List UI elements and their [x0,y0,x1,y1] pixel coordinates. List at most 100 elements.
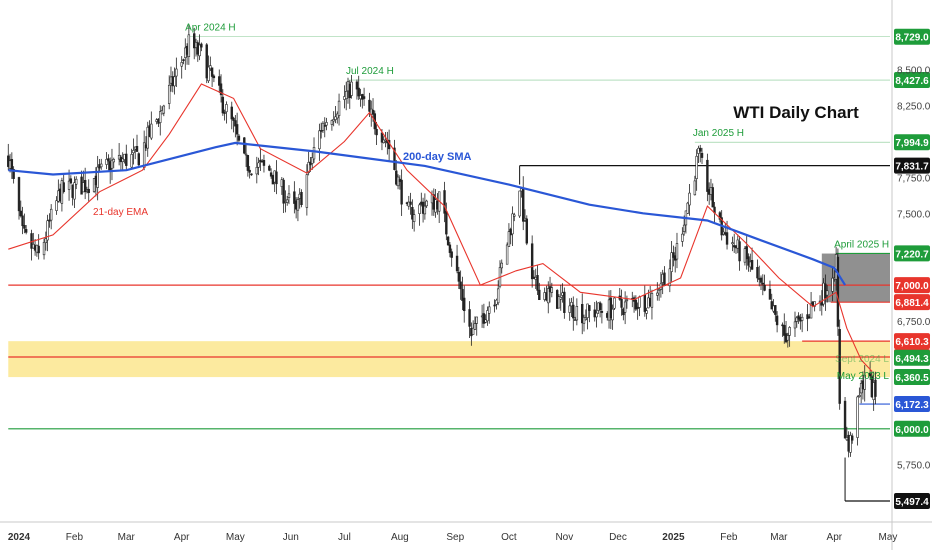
candle-body [12,169,15,179]
candle [688,184,691,216]
x-tick-label: 2025 [662,532,685,543]
candle-body [663,272,666,286]
candle-body [400,179,403,205]
candle-body [681,233,684,242]
candle [786,332,790,348]
candle [193,27,196,60]
candle-body [718,212,722,220]
candle-body [488,306,491,314]
candle-body [768,288,772,300]
candle [187,24,191,65]
candle [150,111,153,141]
candle [563,287,566,319]
candle-body [581,303,584,324]
candle-body [319,130,323,132]
candle-body [150,123,153,139]
candle-body [598,302,602,311]
candle [325,117,328,131]
candle [69,175,73,184]
candle [522,176,525,231]
candle [788,326,791,347]
candle-body [67,180,71,190]
candle-body [345,91,348,99]
candle [557,294,561,309]
candle-body [858,395,861,397]
candle-body [257,162,260,168]
price-level-tag: 6,610.3 [894,333,930,350]
level-annotation: April 2025 H [834,239,889,250]
candle-body [423,205,427,215]
candle-body [375,128,378,136]
price-zones [8,253,891,378]
candle [770,293,773,310]
candle-body [69,178,73,184]
candle [437,191,441,224]
candle-body [282,179,285,204]
candle [699,144,702,163]
candle-body [874,379,877,397]
candle-body [371,109,375,115]
candle-body [24,229,28,233]
candle-body [809,303,813,319]
candle-body [96,166,99,188]
candle [257,157,260,176]
candle [119,154,123,171]
candle-body [262,160,266,166]
candle-body [557,296,561,309]
candle [135,134,139,152]
price-tag-label: 6,000.0 [895,425,929,436]
candle [800,313,804,333]
price-zone [8,341,891,378]
candle-body [761,282,765,285]
candle-body [595,312,598,318]
candle [505,242,509,265]
candle [210,67,214,87]
candle [234,115,237,138]
candle-body [42,241,46,256]
candle-body [234,120,237,127]
candle-body [582,317,586,324]
candle-body [293,191,296,204]
candle [595,300,598,328]
candle-body [825,290,829,296]
candle [663,266,666,287]
candle [795,316,798,328]
price-tag-label: 7,220.7 [895,249,929,260]
candle [455,244,459,274]
candle-body [37,245,40,254]
candle [459,270,462,300]
price-tag-box [894,245,930,262]
x-tick-label: Jul [338,532,351,543]
candle [793,311,797,337]
candle-body [759,277,763,283]
candle [468,301,471,338]
candle [874,371,877,405]
candle [212,74,216,83]
candle-body [75,178,78,185]
candle-body [83,179,87,193]
candle-body [207,66,210,82]
candle [387,129,391,162]
candle [693,175,697,196]
candle-body [747,256,750,266]
candle-body [770,301,773,310]
candle-body [634,299,638,310]
candle [473,316,477,330]
candle [471,320,475,335]
price-tag-label: 5,497.4 [895,497,929,508]
candle [759,275,763,290]
candle [105,152,108,170]
candle-body [200,43,203,48]
candlestick-series [7,24,877,458]
candle [582,314,586,332]
candle-body [856,396,859,438]
candle [180,56,183,79]
candle-body [775,315,779,326]
candle [618,287,621,301]
candle [287,185,291,205]
candle-body [609,297,613,319]
candle [638,295,641,317]
candle-body [650,293,654,308]
x-tick-label: Feb [66,532,84,543]
candle-body [223,112,226,114]
